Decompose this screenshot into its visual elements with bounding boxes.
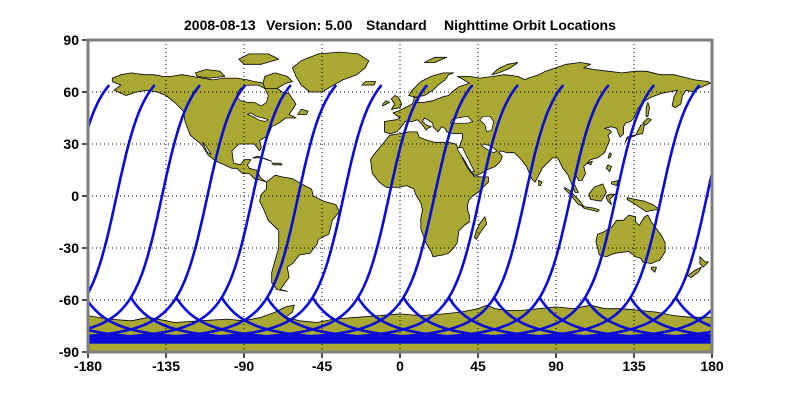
title-mode: Standard (366, 17, 427, 33)
axis-ticks (82, 39, 713, 358)
landmass (645, 102, 650, 117)
y-tick-label: -60 (59, 292, 79, 308)
plot-title: 2008-08-13 Version: 5.00 Standard Nightt… (184, 17, 616, 33)
x-tick-label: 0 (396, 358, 404, 374)
x-axis-labels: -180 -135 -90 -45 0 45 90 135 180 (74, 358, 724, 374)
landmass (605, 193, 616, 206)
x-tick-label: -135 (152, 358, 180, 374)
landmass (538, 180, 543, 186)
landmass (292, 51, 370, 93)
landmass (370, 131, 489, 258)
landmass (238, 53, 280, 65)
orbit-ground-track (88, 84, 246, 338)
landmass (581, 206, 600, 212)
landmass (491, 62, 519, 76)
y-tick-label: 60 (63, 84, 79, 100)
x-tick-label: -180 (74, 358, 102, 374)
landmass (361, 81, 377, 86)
y-tick-label: -30 (59, 240, 79, 256)
landmass (607, 152, 612, 159)
landmass (408, 72, 455, 98)
orbit-ground-track (767, 86, 800, 338)
y-tick-label: -90 (59, 344, 79, 360)
landmass (259, 174, 340, 292)
polar-orbit-band (88, 335, 712, 344)
inland-water (202, 84, 498, 173)
x-tick-label: 45 (470, 358, 486, 374)
inland-water-body (479, 115, 494, 133)
landmass (390, 95, 403, 110)
inland-water-body (456, 147, 475, 173)
landmass (297, 108, 309, 115)
orbit-ground-track (722, 86, 800, 338)
x-tick-label: 90 (548, 358, 564, 374)
x-tick-label: -90 (234, 358, 254, 374)
x-tick-label: 180 (700, 358, 724, 374)
landmass (687, 266, 702, 278)
landmass (642, 117, 652, 126)
inland-water-body (247, 112, 269, 122)
latlon-gridlines (88, 40, 712, 352)
landmass (699, 256, 709, 268)
y-tick-label: 30 (63, 136, 79, 152)
y-tick-label: 0 (71, 188, 79, 204)
inland-water-body (236, 84, 269, 107)
orbit-ground-track (88, 84, 201, 331)
orbit-ground-track (88, 84, 156, 296)
landmass (474, 216, 488, 240)
y-tick-label: 90 (63, 32, 79, 48)
landmass (586, 160, 593, 166)
inland-water-body (481, 143, 498, 154)
title-date: 2008-08-13 (184, 17, 256, 33)
landmass (423, 56, 448, 63)
x-tick-label: 135 (622, 358, 646, 374)
landmass (271, 162, 283, 166)
title-version: Version: 5.00 (266, 17, 353, 33)
landmass (195, 69, 226, 79)
y-axis-labels: 90 60 30 0 -30 -60 -90 (59, 32, 79, 360)
title-subject: Nighttime Orbit Locations (444, 17, 616, 33)
x-tick-label: -45 (312, 358, 332, 374)
landmass (588, 183, 607, 202)
inland-water-body (202, 141, 212, 155)
plot-frame (86, 38, 714, 354)
landmass (382, 100, 390, 107)
landmass (262, 72, 293, 89)
landmass (605, 164, 612, 173)
landmass (650, 266, 657, 273)
landmass (611, 180, 619, 186)
